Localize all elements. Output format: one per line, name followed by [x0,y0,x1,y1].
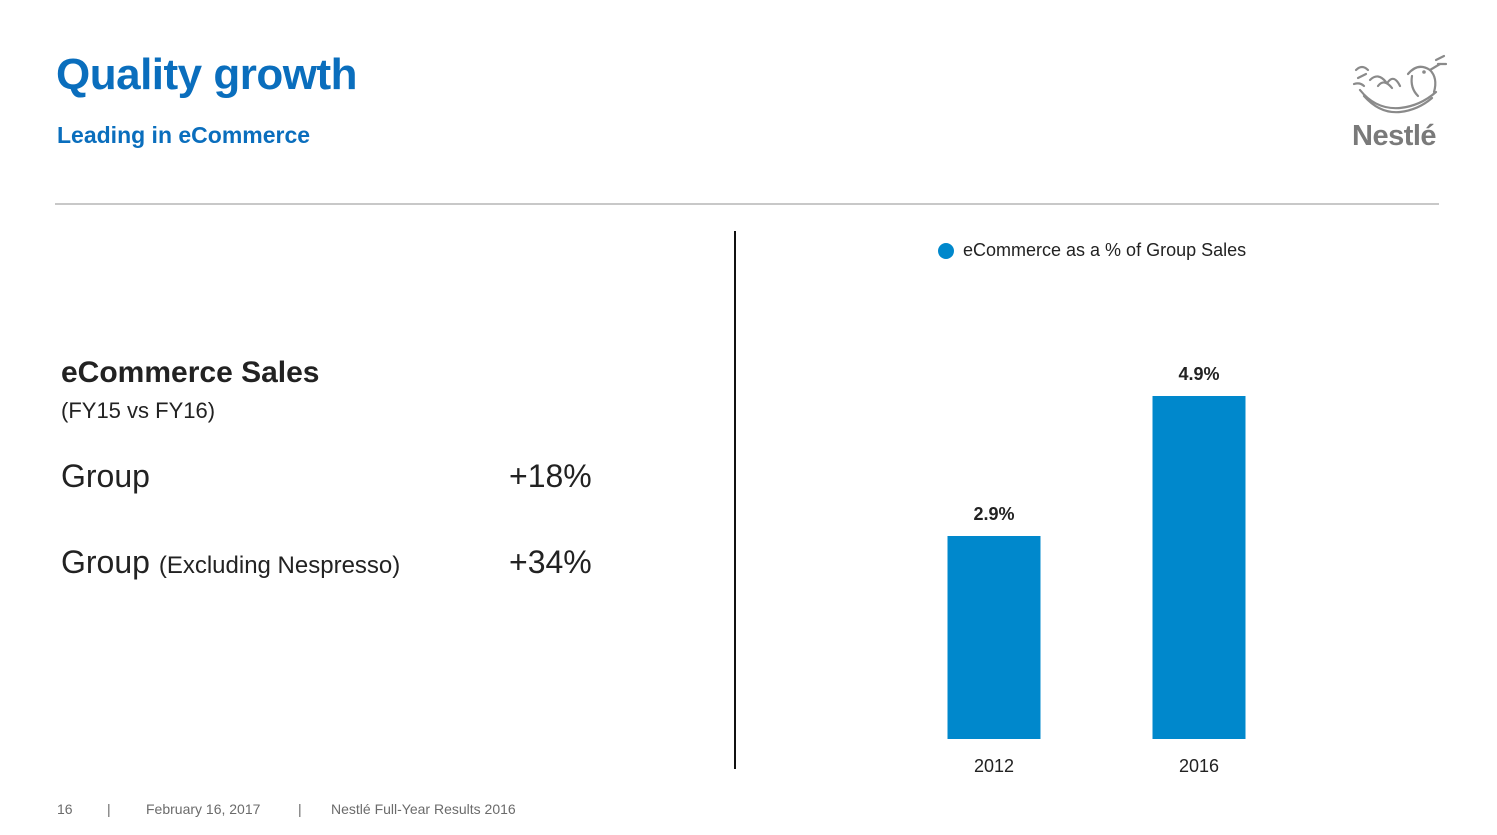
footer-page-number: 16 [57,801,73,817]
sales-row-value: +18% [509,458,592,494]
row-label-text: Group [61,544,150,580]
chart-bar-2012 [947,536,1041,739]
header-divider [55,203,1439,205]
chart-x-tick-label: 2012 [974,756,1014,776]
nest-birds-logo-icon [1352,54,1448,114]
chart-data-label: 4.9% [1178,364,1219,384]
footer-date: February 16, 2017 [146,801,261,817]
footer-separator: | [298,801,302,817]
chart-data-label: 2.9% [973,504,1014,524]
page-title: Quality growth [56,50,358,99]
column-divider [734,231,736,769]
footer-separator: | [107,801,111,817]
footer-event: Nestlé Full-Year Results 2016 [331,801,516,817]
row-label-text: Group [61,458,150,494]
legend-label: eCommerce as a % of Group Sales [963,240,1246,260]
sales-row-label: Group [61,458,150,495]
chart-bar-2016 [1152,396,1246,739]
chart-legend: eCommerce as a % of Group Sales [938,240,1246,260]
row-sublabel-text: (Excluding Nespresso) [158,552,401,579]
page-subtitle: Leading in eCommerce [57,122,311,148]
sales-row-label: Group (Excluding Nespresso) [61,544,400,581]
sales-period: (FY15 vs FY16) [61,398,216,423]
legend-marker [938,243,954,259]
chart-x-tick-label: 2016 [1179,756,1219,776]
sales-row-value: +34% [509,544,592,580]
sales-heading: eCommerce Sales [61,356,320,389]
ecommerce-share-bar-chart: eCommerce as a % of Group Sales 2.9% 2012… [938,240,1246,776]
brand-wordmark: Nestlé [1352,120,1437,152]
